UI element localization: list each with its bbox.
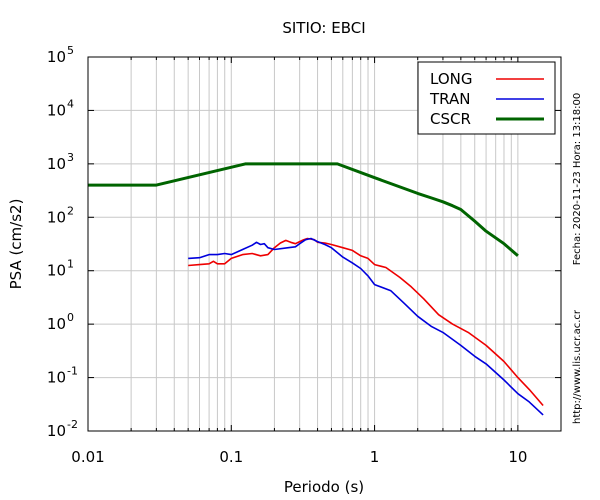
y-tick-label: 10: [47, 422, 66, 440]
series-layer: [88, 162, 544, 416]
y-tick-label: 10: [47, 315, 66, 333]
y-tick-exponent: 2: [67, 204, 74, 217]
legend-box: [417, 61, 556, 135]
y-tick-exponent: 4: [67, 97, 74, 110]
y-tick-exponent: 5: [67, 44, 74, 57]
side-text-date: Fecha: 2020-11-23 Hora: 13:18:00: [572, 93, 583, 266]
x-tick-label: 0.01: [71, 448, 104, 466]
y-tick-exponent: 1: [67, 258, 74, 271]
y-axis-label: PSA (cm/s2): [7, 199, 25, 290]
y-tick-exponent: -2: [67, 418, 78, 431]
x-tick-label: 0.1: [219, 448, 243, 466]
legend-label-cscr: CSCR: [430, 110, 471, 128]
chart-title: SITIO: EBCI: [282, 19, 365, 37]
y-tick-label: 10: [47, 101, 66, 119]
y-tick-exponent: -1: [67, 365, 78, 378]
series-line-tran: [188, 237, 544, 416]
y-tick-label: 10: [47, 155, 66, 173]
side-text-url: http://www.lis.ucr.ac.cr: [572, 309, 583, 424]
y-tick-exponent: 3: [67, 151, 74, 164]
x-tick-label: 10: [508, 448, 527, 466]
y-tick-label: 10: [47, 262, 66, 280]
legend-label-long: LONG: [430, 70, 472, 88]
y-tick-label: 10: [47, 48, 66, 66]
x-tick-labels: 0.01 0.1 1 10: [71, 448, 527, 466]
series-line-long: [188, 237, 544, 407]
y-tick-label: 10: [47, 208, 66, 226]
legend: LONG TRAN CSCR: [417, 61, 556, 135]
legend-label-tran: TRAN: [429, 90, 470, 108]
x-tick-label: 1: [370, 448, 380, 466]
y-tick-exponent: 0: [67, 311, 74, 324]
x-axis-label: Periodo (s): [284, 478, 364, 496]
series-line-cscr: [88, 162, 519, 257]
plot-frame: [87, 56, 562, 432]
ticks: [87, 56, 562, 432]
y-tick-label: 10: [47, 369, 66, 387]
